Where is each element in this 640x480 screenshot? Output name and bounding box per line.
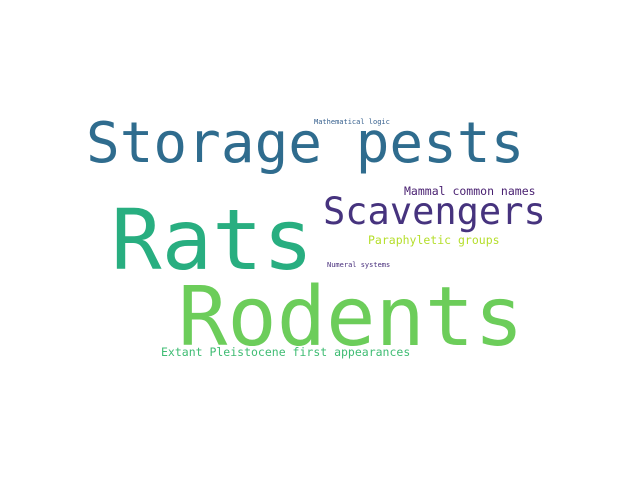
word-numeral-systems: Numeral systems: [327, 261, 391, 269]
word-scavengers: Scavengers: [323, 190, 546, 233]
word-paraphyletic-groups: Paraphyletic groups: [368, 233, 500, 247]
word-mammal-common-names: Mammal common names: [404, 184, 536, 198]
word-rats: Rats: [111, 191, 314, 289]
word-mathematical-logic: Mathematical logic: [314, 118, 390, 126]
word-storage-pests: Storage pests: [86, 111, 525, 176]
word-rodents: Rodents: [178, 270, 524, 365]
word-extant-pleistocene: Extant Pleistocene first appearances: [161, 345, 411, 359]
